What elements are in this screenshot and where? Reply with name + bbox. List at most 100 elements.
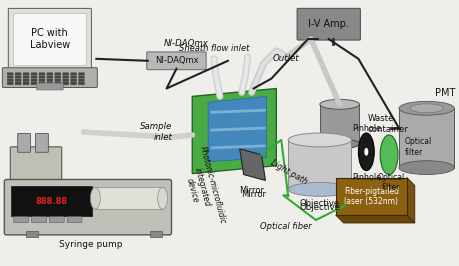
Text: NI-DAQmx: NI-DAQmx bbox=[154, 56, 198, 65]
Text: Sheath flow inlet: Sheath flow inlet bbox=[179, 44, 249, 53]
Text: Photonic-microfluidic
integrated
device: Photonic-microfluidic integrated device bbox=[177, 145, 226, 230]
FancyBboxPatch shape bbox=[4, 180, 171, 235]
Ellipse shape bbox=[90, 187, 100, 209]
FancyBboxPatch shape bbox=[35, 134, 48, 152]
FancyBboxPatch shape bbox=[78, 82, 84, 85]
FancyBboxPatch shape bbox=[15, 76, 21, 78]
FancyBboxPatch shape bbox=[70, 72, 77, 75]
FancyBboxPatch shape bbox=[62, 79, 69, 82]
Text: Optical fiber: Optical fiber bbox=[260, 222, 311, 231]
Text: Syringe pump: Syringe pump bbox=[58, 240, 122, 249]
FancyBboxPatch shape bbox=[11, 186, 92, 216]
Ellipse shape bbox=[379, 135, 397, 174]
FancyBboxPatch shape bbox=[67, 217, 82, 222]
Ellipse shape bbox=[358, 133, 374, 171]
FancyBboxPatch shape bbox=[46, 72, 53, 75]
FancyBboxPatch shape bbox=[13, 13, 86, 65]
Polygon shape bbox=[192, 89, 276, 173]
Text: 888.88: 888.88 bbox=[36, 197, 67, 206]
FancyBboxPatch shape bbox=[297, 9, 359, 40]
Polygon shape bbox=[239, 149, 265, 180]
Text: Waste
container: Waste container bbox=[367, 114, 407, 134]
FancyBboxPatch shape bbox=[39, 72, 45, 75]
FancyBboxPatch shape bbox=[55, 72, 61, 75]
FancyBboxPatch shape bbox=[31, 72, 37, 75]
FancyBboxPatch shape bbox=[31, 79, 37, 82]
Bar bbox=[319, 104, 358, 144]
FancyBboxPatch shape bbox=[146, 52, 206, 70]
Ellipse shape bbox=[398, 101, 453, 115]
FancyBboxPatch shape bbox=[78, 79, 84, 82]
FancyBboxPatch shape bbox=[23, 82, 29, 85]
Text: PC with
Labview: PC with Labview bbox=[30, 28, 70, 50]
Polygon shape bbox=[335, 215, 414, 223]
FancyBboxPatch shape bbox=[8, 9, 91, 70]
FancyBboxPatch shape bbox=[70, 79, 77, 82]
Bar bbox=[95, 187, 162, 209]
FancyBboxPatch shape bbox=[15, 72, 21, 75]
Text: I-V Amp.: I-V Amp. bbox=[308, 19, 348, 29]
FancyBboxPatch shape bbox=[62, 82, 69, 85]
FancyBboxPatch shape bbox=[46, 82, 53, 85]
Text: Pinhole: Pinhole bbox=[351, 173, 380, 182]
FancyBboxPatch shape bbox=[39, 76, 45, 78]
Ellipse shape bbox=[364, 148, 368, 156]
Text: Mirror: Mirror bbox=[239, 186, 263, 195]
FancyBboxPatch shape bbox=[46, 76, 53, 78]
Text: Sample
inlet: Sample inlet bbox=[140, 122, 172, 142]
FancyBboxPatch shape bbox=[62, 76, 69, 78]
FancyBboxPatch shape bbox=[23, 79, 29, 82]
FancyBboxPatch shape bbox=[10, 147, 62, 186]
FancyBboxPatch shape bbox=[62, 72, 69, 75]
Text: PMT: PMT bbox=[434, 88, 454, 98]
FancyBboxPatch shape bbox=[15, 79, 21, 82]
Text: Optical
filter: Optical filter bbox=[376, 173, 404, 192]
FancyBboxPatch shape bbox=[15, 82, 21, 85]
FancyBboxPatch shape bbox=[17, 134, 30, 152]
FancyBboxPatch shape bbox=[7, 79, 13, 82]
FancyBboxPatch shape bbox=[39, 82, 45, 85]
FancyBboxPatch shape bbox=[78, 76, 84, 78]
FancyBboxPatch shape bbox=[55, 82, 61, 85]
FancyBboxPatch shape bbox=[36, 83, 63, 90]
Ellipse shape bbox=[157, 187, 167, 209]
FancyBboxPatch shape bbox=[32, 217, 46, 222]
FancyBboxPatch shape bbox=[335, 177, 406, 215]
Text: Outlet: Outlet bbox=[272, 54, 299, 63]
FancyBboxPatch shape bbox=[46, 79, 53, 82]
FancyBboxPatch shape bbox=[7, 76, 13, 78]
Text: Fiber-pigtailed
laser (532nm): Fiber-pigtailed laser (532nm) bbox=[343, 186, 398, 206]
FancyBboxPatch shape bbox=[23, 76, 29, 78]
FancyBboxPatch shape bbox=[7, 72, 13, 75]
Bar bbox=[398, 108, 453, 168]
Ellipse shape bbox=[409, 104, 442, 113]
Polygon shape bbox=[207, 96, 266, 162]
FancyBboxPatch shape bbox=[31, 82, 37, 85]
FancyBboxPatch shape bbox=[2, 68, 97, 88]
Ellipse shape bbox=[288, 133, 351, 147]
FancyBboxPatch shape bbox=[55, 76, 61, 78]
Text: Optical
filter: Optical filter bbox=[404, 137, 431, 157]
FancyBboxPatch shape bbox=[70, 76, 77, 78]
FancyBboxPatch shape bbox=[31, 76, 37, 78]
Text: Light path: Light path bbox=[269, 159, 308, 187]
FancyBboxPatch shape bbox=[55, 79, 61, 82]
FancyBboxPatch shape bbox=[70, 82, 77, 85]
FancyBboxPatch shape bbox=[14, 217, 28, 222]
Text: NI-DAQmx: NI-DAQmx bbox=[163, 39, 208, 48]
Bar bbox=[150, 231, 161, 237]
Text: Pinhole: Pinhole bbox=[351, 123, 380, 132]
FancyBboxPatch shape bbox=[7, 82, 13, 85]
FancyBboxPatch shape bbox=[23, 72, 29, 75]
Bar bbox=[288, 140, 351, 189]
Text: Objective: Objective bbox=[299, 203, 340, 212]
Polygon shape bbox=[406, 177, 414, 223]
Text: Mirror: Mirror bbox=[241, 190, 265, 199]
FancyBboxPatch shape bbox=[49, 217, 64, 222]
Ellipse shape bbox=[319, 139, 358, 149]
Ellipse shape bbox=[398, 161, 453, 174]
Bar bbox=[26, 231, 38, 237]
FancyBboxPatch shape bbox=[39, 79, 45, 82]
Ellipse shape bbox=[288, 182, 351, 196]
Ellipse shape bbox=[319, 99, 358, 109]
